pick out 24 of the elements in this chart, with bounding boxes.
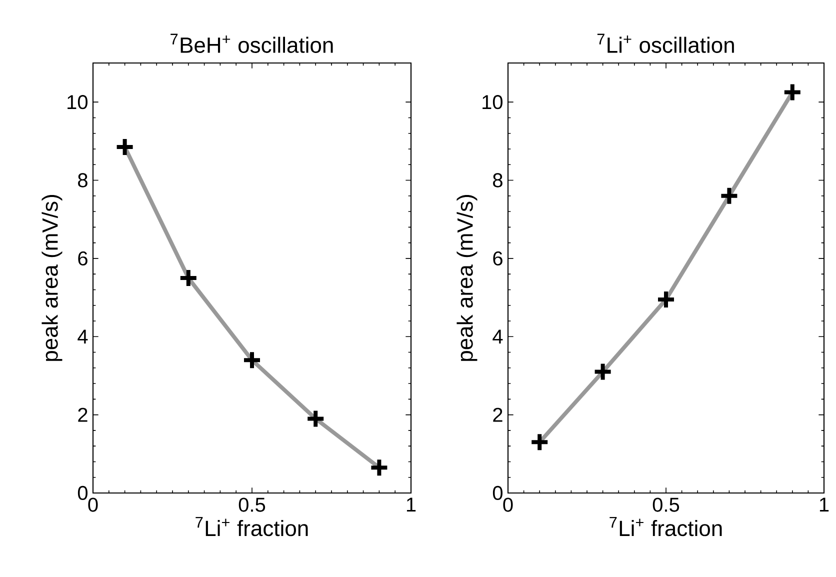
x-tick-label: 0	[503, 498, 513, 512]
y-tick-label: 10	[482, 95, 502, 110]
chart-title: $^{7}$BeH$^{+}$ oscillation	[170, 34, 333, 53]
x-tick-label: 1	[406, 498, 416, 512]
y-tick-label: 0	[492, 486, 502, 500]
y-tick-label: 2	[493, 408, 502, 422]
y-tick-label: 10	[68, 95, 88, 110]
y-tick-label: 6	[493, 251, 502, 266]
y-tick-label: 2	[78, 408, 88, 422]
y-tick-label: 0	[78, 486, 88, 500]
x-tick-label: 0.5	[652, 498, 680, 512]
y-axis-title: peak area (mV/s)	[456, 195, 478, 361]
y-tick-label: 4	[492, 330, 503, 344]
x-tick-label: 1	[820, 498, 829, 512]
y-tick-label: 8	[78, 173, 88, 188]
x-tick-label: 0.5	[238, 498, 266, 512]
y-tick-label: 4	[78, 330, 88, 344]
chart-title: $^{7}$Li$^{+}$ oscillation	[597, 34, 734, 53]
x-axis-title: $^{7}$Li$^{+}$ fraction	[610, 517, 722, 536]
y-tick-label: 6	[78, 251, 88, 266]
y-tick-label: 8	[493, 173, 502, 188]
y-axis-title: peak area (mV/s)	[42, 195, 62, 361]
x-tick-label: 0	[88, 498, 98, 512]
x-axis-title: $^{7}$Li$^{+}$ fraction	[196, 517, 308, 536]
